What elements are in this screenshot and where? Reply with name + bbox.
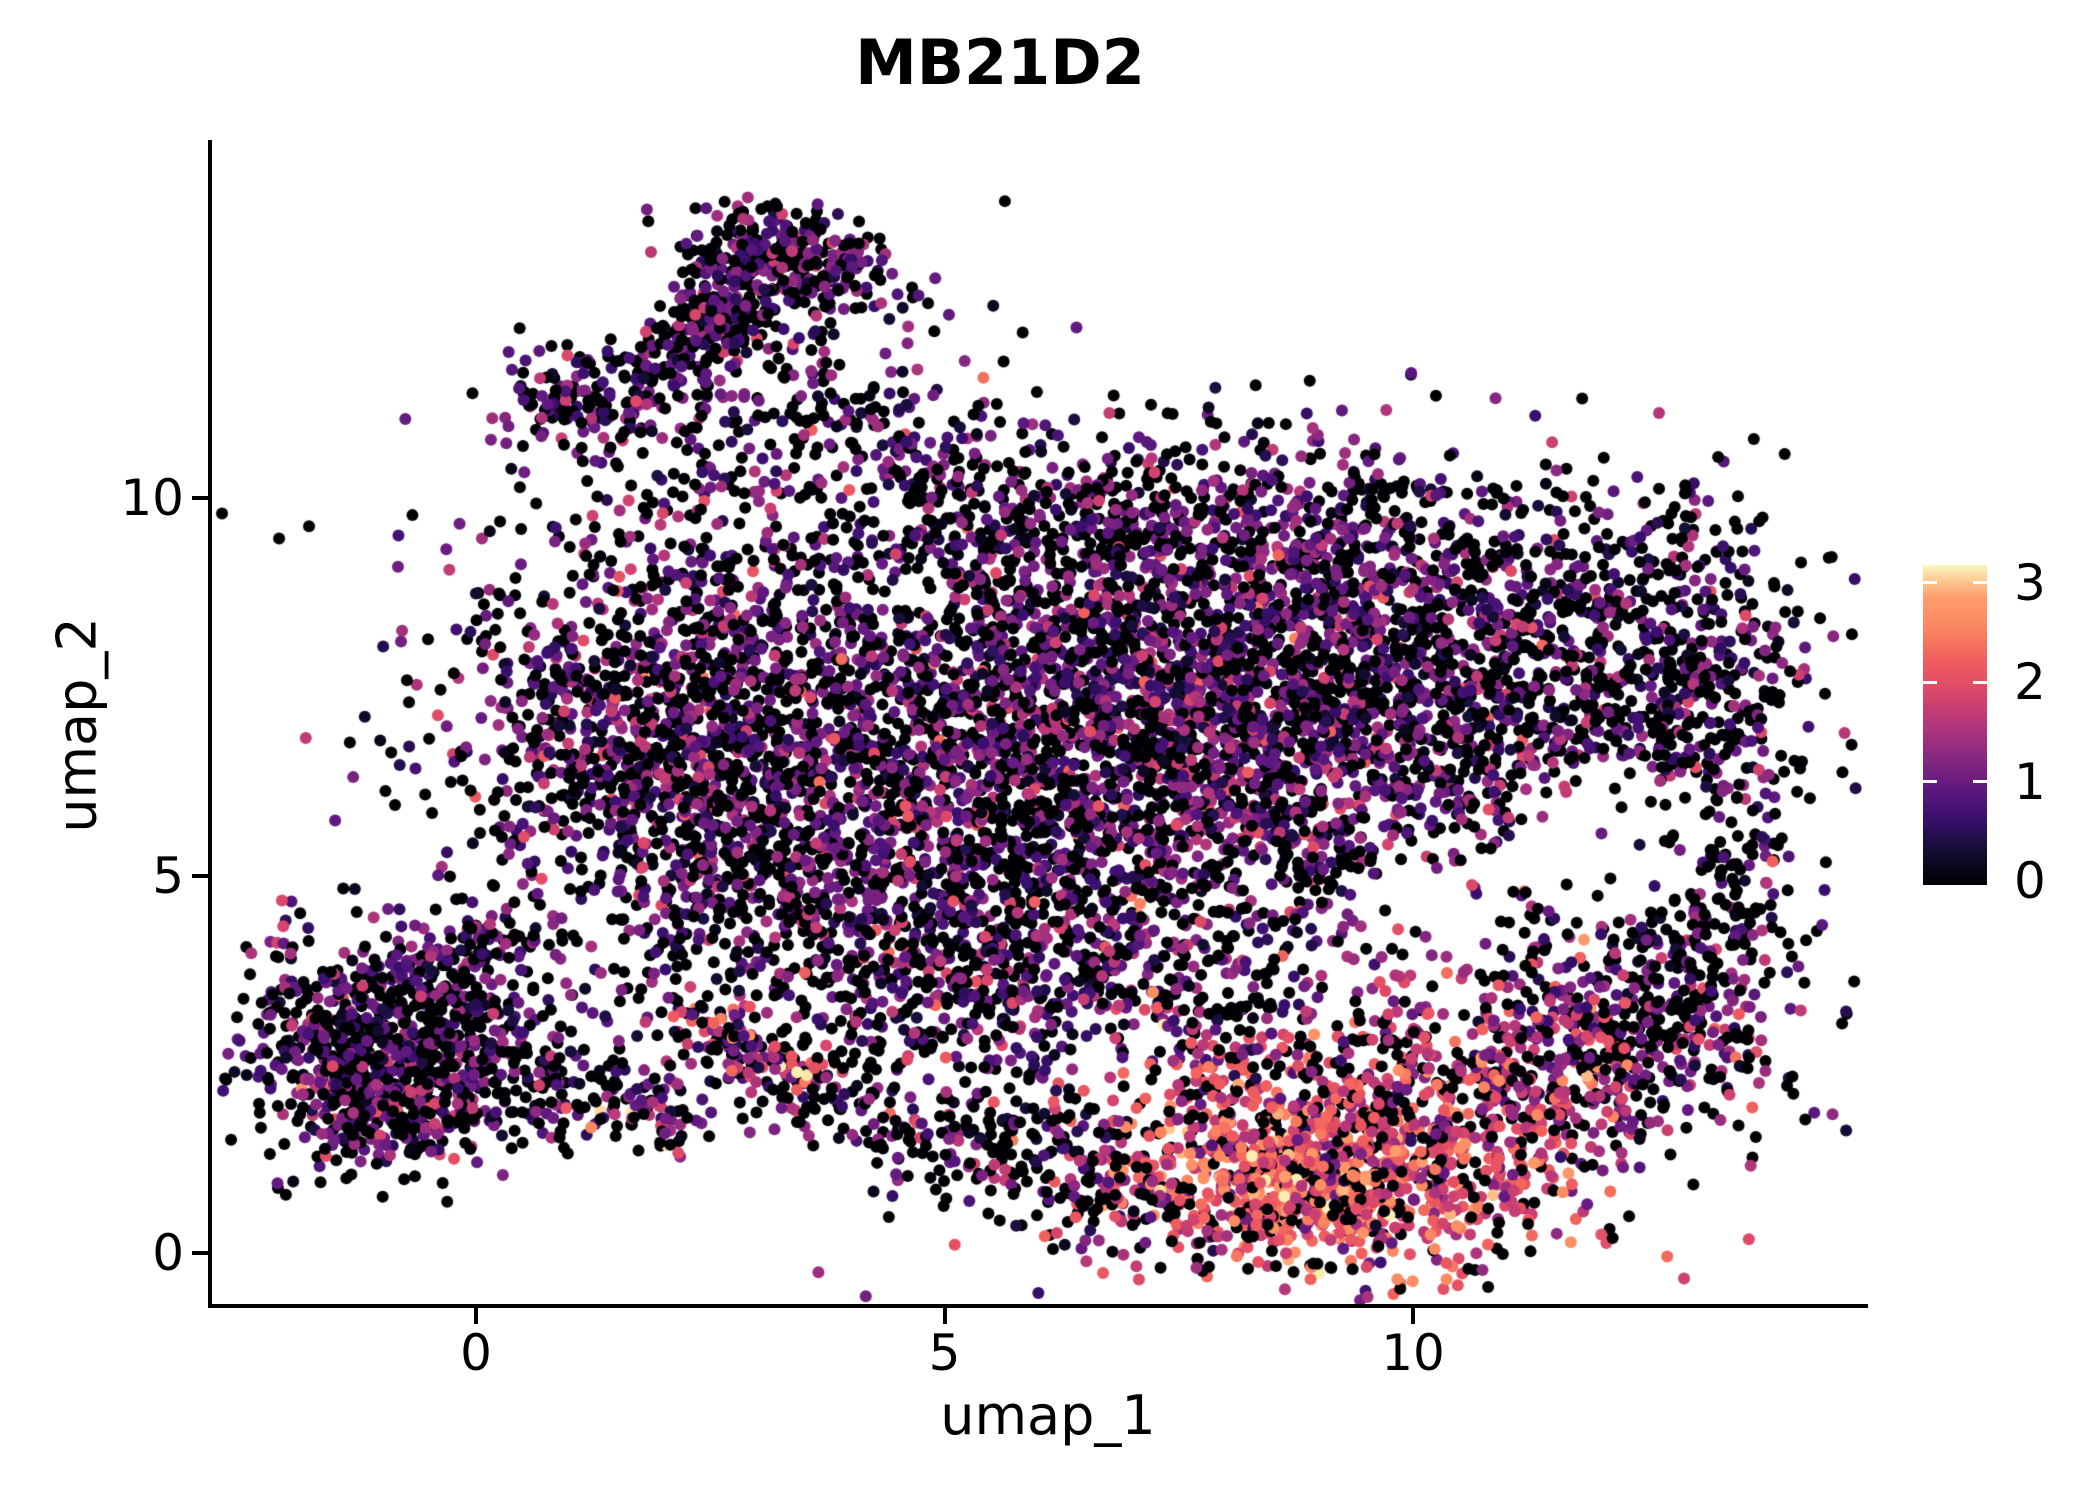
colorbar-tick-label: 3 <box>2014 553 2046 612</box>
colorbar-tick-label: 0 <box>2014 852 2046 911</box>
colorbar-gradient <box>1923 565 1987 885</box>
x-tick-label: 5 <box>928 1324 961 1382</box>
colorbar-tick-mark <box>1973 780 1987 784</box>
y-tick-label: 0 <box>152 1224 184 1282</box>
colorbar-tick-mark <box>1973 581 1987 585</box>
x-tick-mark <box>1411 1308 1415 1324</box>
y-tick-mark <box>192 1251 208 1255</box>
x-tick-mark <box>474 1308 478 1324</box>
y-axis-label: umap_2 <box>45 617 109 833</box>
y-tick-mark <box>192 496 208 500</box>
x-tick-mark <box>942 1308 947 1324</box>
colorbar-tick-mark <box>1973 680 1987 684</box>
y-axis-line <box>208 140 212 1308</box>
colorbar-tick-mark <box>1923 780 1937 784</box>
x-tick-label: 10 <box>1381 1324 1445 1382</box>
colorbar-tick-mark <box>1923 680 1937 684</box>
x-tick-label: 0 <box>460 1324 492 1382</box>
x-axis-line <box>208 1304 1868 1308</box>
colorbar <box>1923 565 1987 885</box>
y-tick-label: 5 <box>152 846 184 905</box>
colorbar-tick-label: 2 <box>2014 653 2046 712</box>
y-tick-label: 10 <box>120 469 184 527</box>
colorbar-tick-label: 1 <box>2014 752 2046 811</box>
x-axis-label: umap_1 <box>940 1384 1156 1447</box>
y-tick-mark <box>192 873 208 878</box>
colorbar-tick-mark <box>1923 581 1937 585</box>
